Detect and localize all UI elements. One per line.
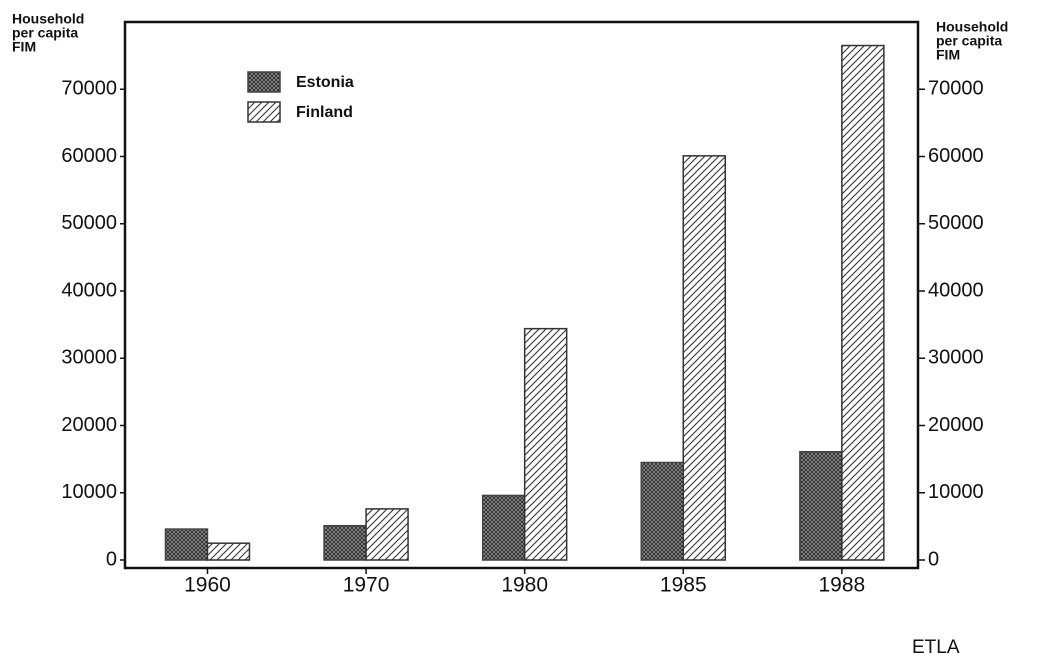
y-tick-label: 60000 (61, 145, 117, 167)
y2-axis-label: FIM (936, 47, 960, 63)
y2-tick-label: 10000 (928, 481, 984, 503)
source: ETLA (912, 637, 960, 656)
x-tick-label: 1960 (184, 574, 231, 597)
bar (799, 450, 843, 561)
legend-label: Finland (296, 104, 353, 121)
bar (523, 327, 568, 561)
y2-tick-label: 20000 (928, 414, 984, 436)
y-axis-label: FIM (12, 39, 36, 55)
y-tick-label: 10000 (61, 481, 117, 503)
y-tick-label: 50000 (61, 212, 117, 234)
y-axis-label: Household (12, 11, 84, 27)
y2-tick-label: 30000 (928, 347, 984, 369)
y-tick-label: 30000 (61, 347, 117, 369)
bar (323, 524, 367, 561)
bar (682, 155, 727, 561)
y-tick-label: 70000 (61, 78, 117, 100)
bar (206, 542, 251, 561)
legend-label: Estonia (296, 74, 354, 91)
bar (365, 508, 409, 561)
x-tick-label: 1970 (343, 574, 390, 597)
y-axis-label: per capita (12, 25, 78, 41)
y-tick-label: 40000 (61, 279, 117, 301)
legend-swatch (247, 71, 281, 93)
x-tick-label: 1985 (660, 574, 707, 597)
plot-frame (123, 20, 920, 570)
bar (841, 44, 885, 561)
y2-axis-label: Household (936, 19, 1008, 35)
y2-axis-label: per capita (936, 33, 1002, 49)
bar (164, 528, 209, 561)
x-tick-label: 1980 (501, 574, 548, 597)
y-tick-label: 0 (106, 548, 117, 570)
y2-tick-label: 0 (928, 548, 939, 570)
bar (481, 494, 526, 561)
x-tick-label: 1988 (819, 574, 866, 597)
legend-swatch (247, 101, 281, 123)
y2-tick-label: 40000 (928, 279, 984, 301)
y2-tick-label: 70000 (928, 78, 984, 100)
y2-tick-label: 50000 (928, 212, 984, 234)
y2-tick-label: 60000 (928, 145, 984, 167)
y-tick-label: 20000 (61, 414, 117, 436)
bar (640, 461, 685, 561)
